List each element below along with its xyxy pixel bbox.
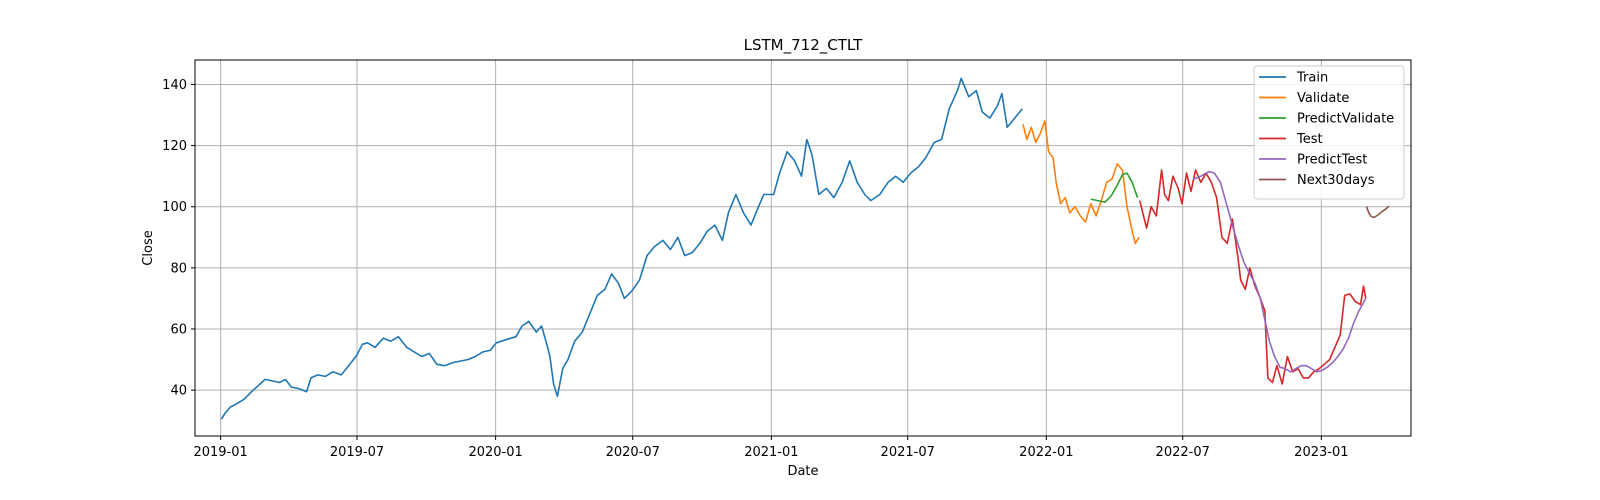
x-axis-label: Date [787,464,818,479]
x-tick-label: 2021-07 [881,445,935,460]
legend-label-predictvalidate: PredictValidate [1297,112,1394,127]
y-tick-label: 80 [170,261,187,276]
series-line-predictvalidate [1090,172,1139,203]
y-tick-label: 60 [170,323,187,338]
legend-label-next30days: Next30days [1297,173,1375,188]
axis-ticks: 2019-01 2019-07 2020-01 2020-07 2021-01 2021-… [162,78,1348,460]
legend-label-train: Train [1296,71,1328,86]
x-tick-label: 2023-01 [1294,445,1348,460]
x-tick-label: 2022-07 [1156,445,1210,460]
legend-box [1253,65,1405,200]
y-tick-label: 40 [170,384,187,399]
legend: Train Validate PredictValidate Test PredictT… [1253,65,1405,200]
x-tick-label: 2019-01 [193,445,247,460]
legend-label-validate: Validate [1297,91,1349,106]
y-tick-label: 120 [162,139,187,154]
plot-frame [194,59,1412,437]
x-tick-label: 2022-01 [1019,445,1073,460]
legend-label-predicttest: PredictTest [1297,153,1367,168]
legend-label-test: Test [1296,132,1323,147]
series-line-test [1139,169,1367,385]
series-line-validate [1022,120,1140,245]
series-line-next30days [1365,205,1390,219]
x-tick-label: 2020-07 [606,445,660,460]
series-lines [220,77,1390,420]
chart-title: LSTM_712_CTLT [744,36,864,55]
x-tick-label: 2019-07 [330,445,384,460]
series-line-train [220,77,1023,420]
y-tick-label: 140 [162,78,187,93]
series-line-predicttest [1193,170,1367,373]
x-tick-label: 2021-01 [744,445,798,460]
y-tick-label: 100 [162,200,187,215]
y-axis-label: Close [141,230,156,265]
x-tick-label: 2020-01 [468,445,522,460]
